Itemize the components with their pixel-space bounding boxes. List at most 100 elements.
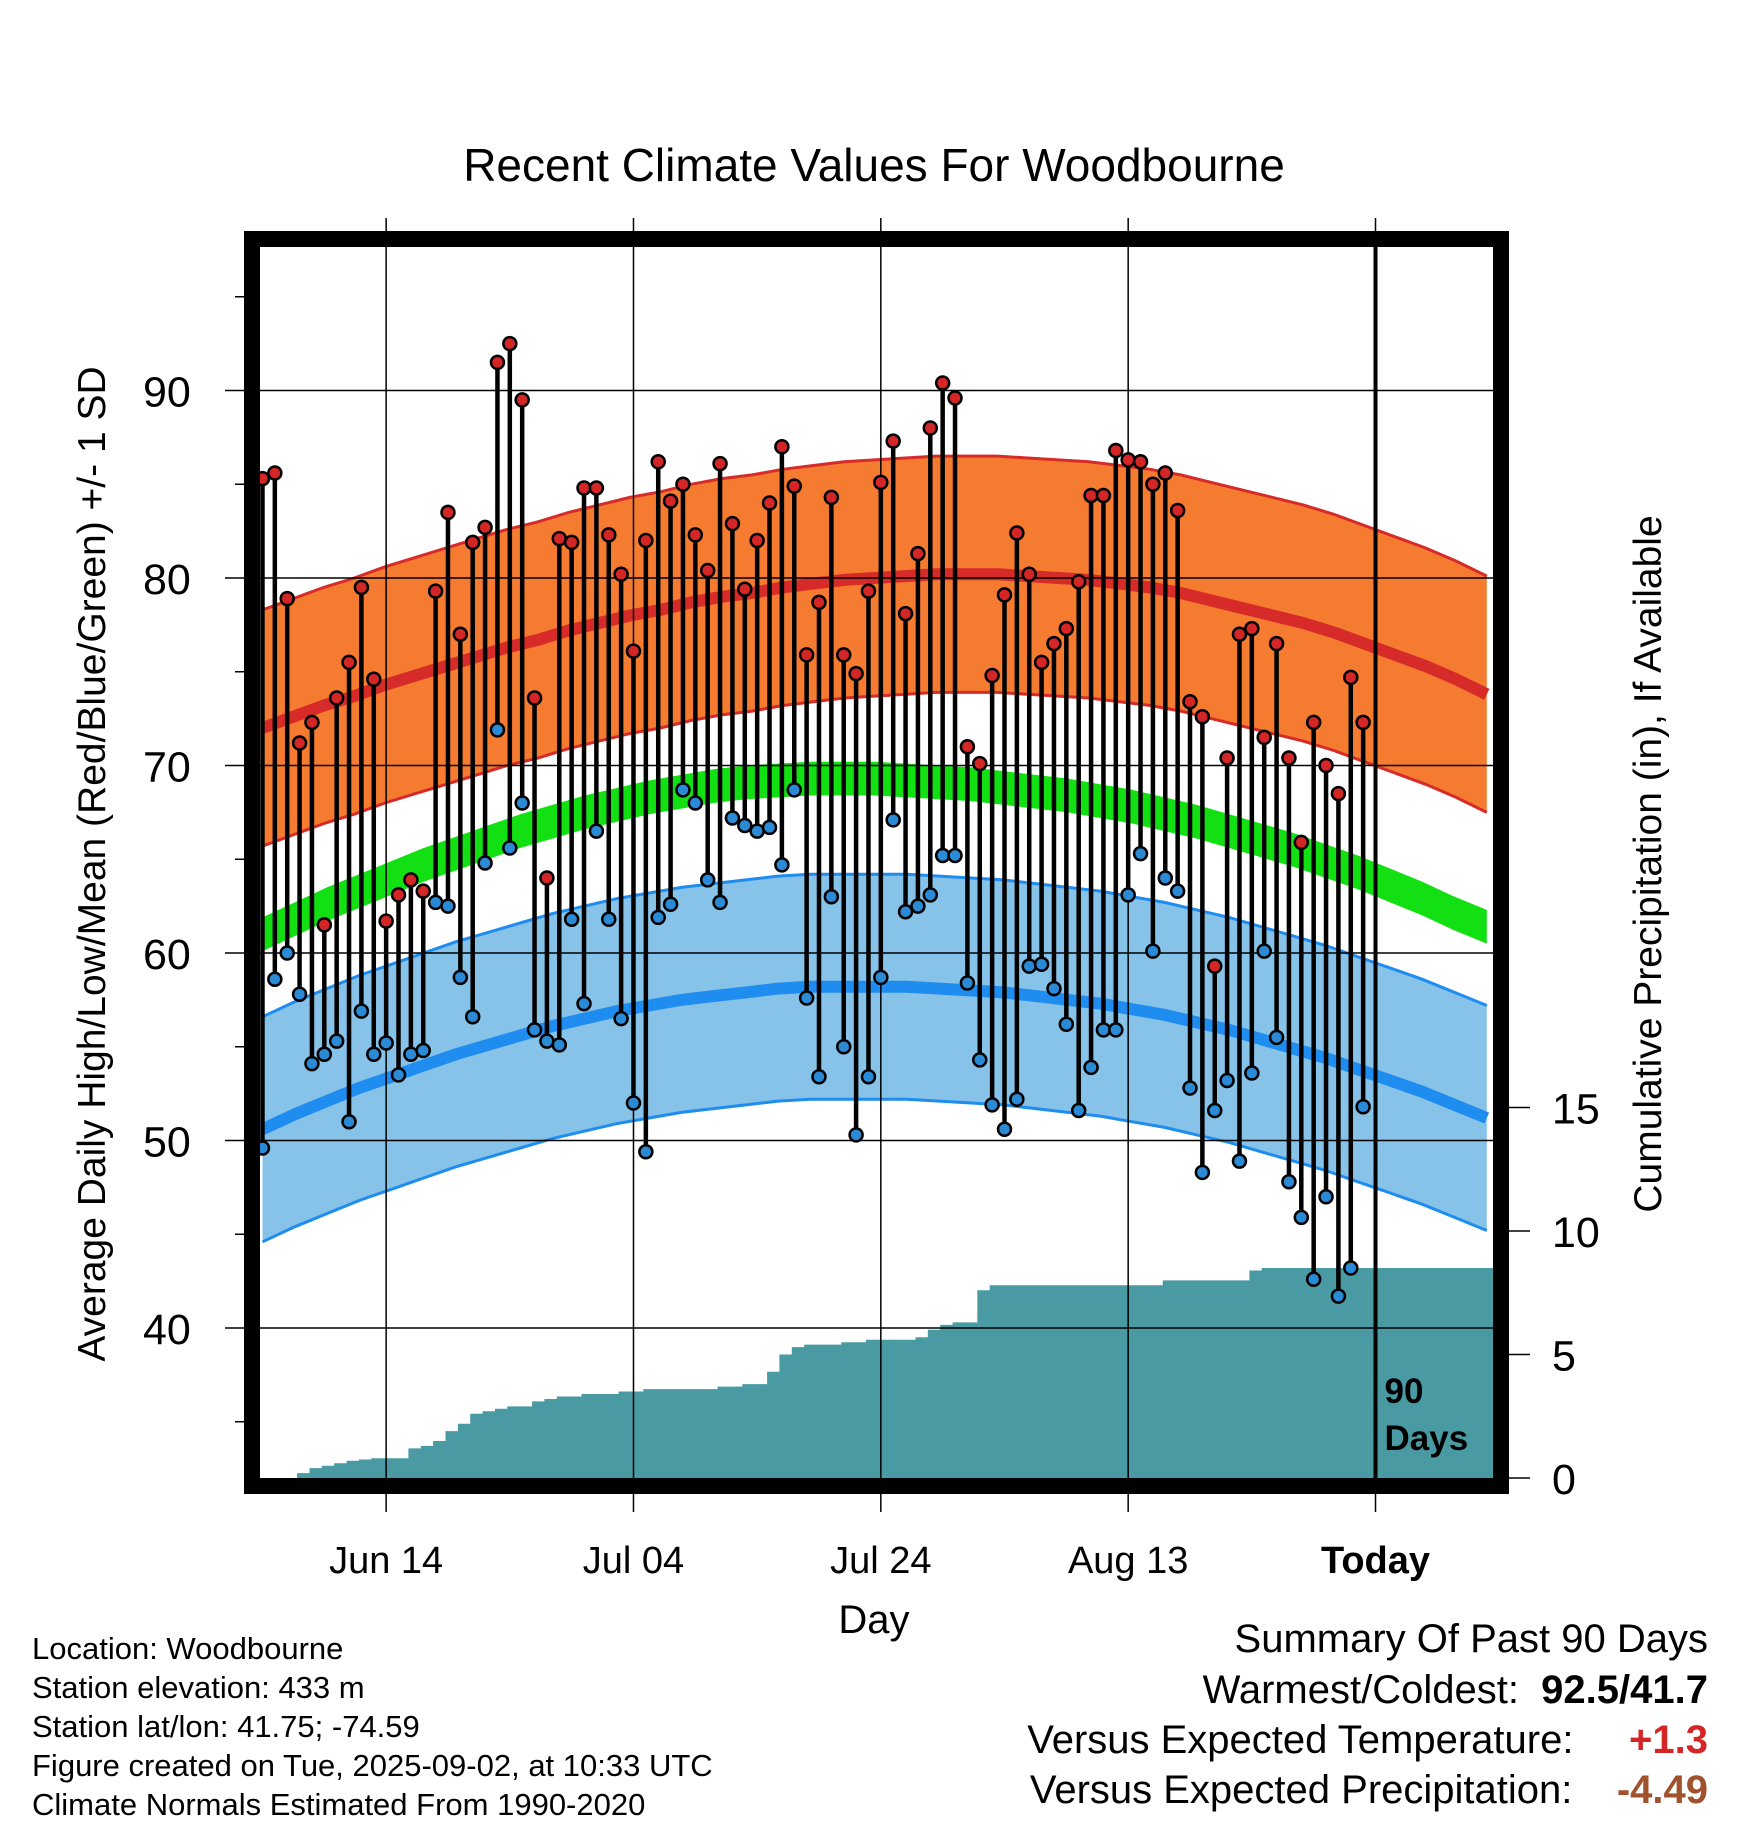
daily-low-point xyxy=(551,1037,568,1053)
y2-axis-label: Cumulative Precipitation (in), If Availa… xyxy=(1627,515,1670,1212)
daily-low-point xyxy=(1145,943,1161,959)
daily-high-point xyxy=(316,917,333,933)
footer-normals: Climate Normals Estimated From 1990-2020 xyxy=(32,1787,646,1822)
daily-high-point xyxy=(798,647,815,663)
daily-high-point xyxy=(959,739,976,755)
plot-border xyxy=(244,231,1509,1494)
summary-heading: Summary Of Past 90 Days xyxy=(1234,1617,1708,1661)
daily-low-point xyxy=(563,911,580,927)
daily-high-point xyxy=(489,354,506,371)
daily-high-point xyxy=(514,392,530,408)
daily-low-point xyxy=(1281,1174,1297,1190)
footer-latlon: Station lat/lon: 41.75; -74.59 xyxy=(32,1709,420,1744)
daily-high-point xyxy=(291,735,308,751)
daily-high-point xyxy=(712,455,728,472)
daily-low-point xyxy=(489,722,506,738)
daily-high-point xyxy=(1070,574,1087,590)
daily-high-point xyxy=(464,534,481,551)
y2-tick-label: 0 xyxy=(1552,1456,1576,1504)
daily-low-point xyxy=(1355,1099,1371,1115)
daily-high-point xyxy=(1120,452,1136,468)
daily-points xyxy=(254,335,1371,1304)
daily-high-point xyxy=(502,335,518,352)
daily-stems xyxy=(260,343,1366,1297)
today-days-label: Days xyxy=(1385,1419,1469,1458)
daily-low-point xyxy=(1132,845,1149,862)
daily-high-point xyxy=(947,390,963,406)
daily-low-point xyxy=(279,945,295,961)
y2-tick-label: 10 xyxy=(1552,1209,1600,1257)
y-tick-label: 50 xyxy=(143,1119,191,1167)
daily-low-point xyxy=(1058,1016,1075,1032)
footer-created: Figure created on Tue, 2025-09-02, at 10… xyxy=(32,1748,713,1783)
daily-high-point xyxy=(1145,476,1161,492)
daily-low-point xyxy=(897,904,914,920)
daily-high-point xyxy=(477,519,493,536)
daily-high-point xyxy=(1132,454,1149,470)
x-tick-label: Jun 14 xyxy=(329,1540,443,1582)
daily-low-point xyxy=(811,1069,827,1085)
daily-high-point xyxy=(922,420,939,436)
daily-low-point xyxy=(1330,1288,1347,1304)
daily-low-point xyxy=(996,1121,1013,1137)
daily-low-point xyxy=(749,823,765,839)
daily-low-point xyxy=(267,971,283,987)
daily-low-point xyxy=(1009,1091,1025,1107)
daily-high-point xyxy=(675,476,691,492)
daily-low-point xyxy=(304,1055,320,1072)
daily-high-point xyxy=(563,534,580,551)
daily-high-point xyxy=(662,493,679,509)
daily-high-point xyxy=(1318,757,1334,774)
daily-low-point xyxy=(835,1039,852,1055)
normal-bands xyxy=(259,454,1490,1244)
daily-high-point xyxy=(724,515,741,532)
footer-location: Location: Woodbourne xyxy=(32,1631,344,1666)
daily-low-point xyxy=(1206,1102,1223,1119)
daily-high-point xyxy=(984,667,1000,684)
daily-low-point xyxy=(588,823,605,839)
daily-low-point xyxy=(316,1046,333,1062)
daily-high-point xyxy=(1244,620,1260,637)
daily-low-point xyxy=(464,1009,481,1025)
daily-high-point xyxy=(1083,487,1099,504)
daily-high-point xyxy=(366,671,382,687)
summary-warm-cold: Warmest/Coldest: 92.5/41.7 xyxy=(1203,1668,1708,1713)
x-tick-label: Aug 13 xyxy=(1068,1540,1188,1582)
daily-low-point xyxy=(712,894,728,911)
daily-high-point xyxy=(996,587,1013,603)
y-tick-label: 90 xyxy=(143,369,191,417)
chart-title: Recent Climate Values For Woodbourne xyxy=(463,139,1285,191)
daily-low-point xyxy=(885,812,901,828)
high-band-lower-edge xyxy=(261,690,1488,848)
daily-high-point xyxy=(1182,694,1198,710)
daily-low-point xyxy=(353,1003,370,1019)
daily-high-point xyxy=(1095,487,1112,504)
daily-high-point xyxy=(1021,566,1037,582)
daily-high-point xyxy=(539,870,555,886)
daily-high-point xyxy=(848,665,864,682)
daily-high-point xyxy=(1330,785,1347,802)
daily-high-point xyxy=(625,643,642,659)
daily-low-point xyxy=(1194,1164,1211,1181)
y-tick-label: 80 xyxy=(143,556,191,604)
daily-high-point xyxy=(526,690,543,706)
daily-high-point xyxy=(1231,626,1248,642)
daily-high-point xyxy=(1169,502,1186,519)
daily-high-point xyxy=(972,755,988,772)
daily-high-point xyxy=(353,579,370,596)
daily-high-point xyxy=(823,489,840,506)
daily-low-point xyxy=(798,990,815,1006)
daily-high-point xyxy=(415,883,431,899)
daily-high-point xyxy=(873,474,889,491)
daily-low-point xyxy=(1244,1065,1260,1081)
daily-high-point xyxy=(576,480,592,496)
daily-low-point xyxy=(873,969,889,986)
precipitation-area xyxy=(260,1268,1493,1478)
footer-elevation: Station elevation: 433 m xyxy=(32,1670,365,1705)
x-tick-label: Jul 04 xyxy=(583,1540,684,1582)
low-normal-line xyxy=(259,980,1490,1135)
daily-low-point xyxy=(650,909,666,926)
daily-high-point xyxy=(378,913,394,929)
daily-high-point xyxy=(1268,635,1285,652)
